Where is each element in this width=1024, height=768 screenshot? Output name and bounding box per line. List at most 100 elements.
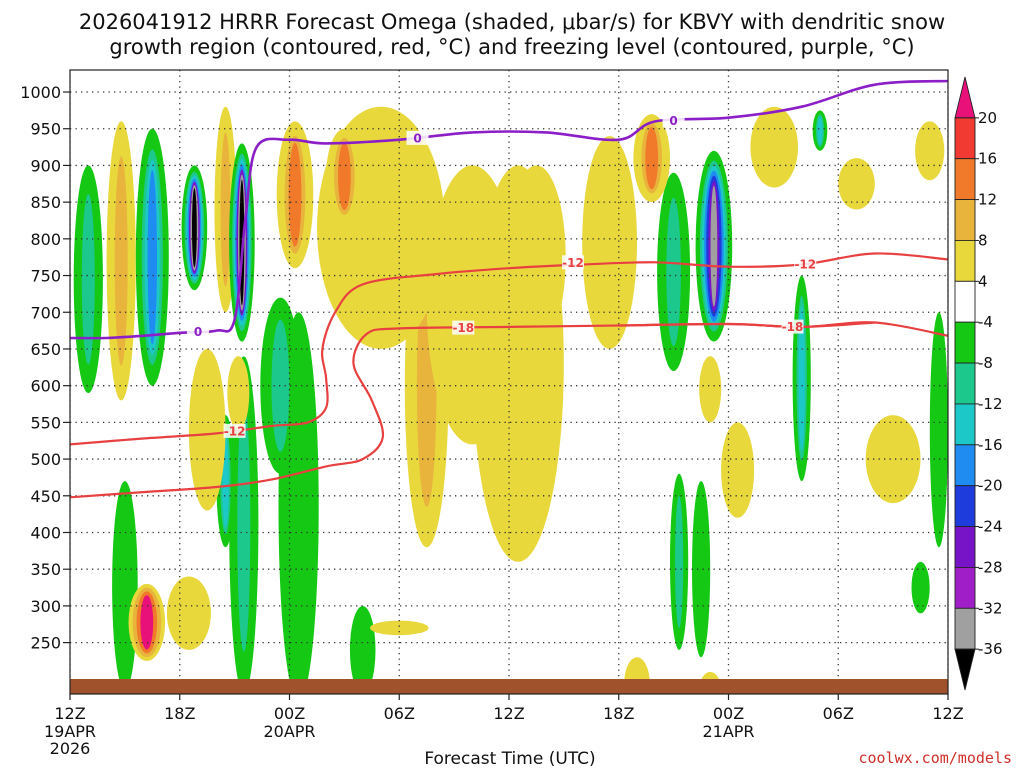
omega-cell-24-0 bbox=[582, 136, 637, 349]
colorbar-tick-label-8: -16 bbox=[978, 436, 1003, 454]
omega-cell-9-7 bbox=[192, 188, 197, 268]
omega-cell-31-7 bbox=[710, 185, 718, 307]
freezing-level-line-0 bbox=[70, 79, 948, 340]
x-tick-label-8: 12Z bbox=[932, 704, 963, 723]
y-tick-label-6: 550 bbox=[30, 413, 61, 432]
credit-text: coolwx.com/models bbox=[858, 749, 1012, 767]
y-tick-label-9: 700 bbox=[30, 303, 61, 322]
isotherm-label-bg-3 bbox=[562, 255, 584, 270]
colorbar-tick-label-10: -24 bbox=[978, 518, 1003, 536]
colorbar-tick-label-0: 20 bbox=[978, 109, 997, 127]
ground-surface bbox=[70, 679, 948, 694]
omega-cell-10-2 bbox=[220, 132, 231, 287]
colorbar-bin-1 bbox=[954, 117, 976, 160]
omega-cell-16-0 bbox=[370, 620, 429, 636]
colorbar-tick-label-13: -36 bbox=[978, 640, 1003, 658]
colorbar-bin-0 bbox=[954, 76, 976, 119]
y-tick-label-0: 250 bbox=[30, 634, 61, 653]
colorbar-bin-7 bbox=[954, 362, 976, 405]
y-tick-label-1: 300 bbox=[30, 597, 61, 616]
omega-cell-3-2 bbox=[237, 398, 251, 652]
omega-cell-14-2 bbox=[271, 319, 290, 452]
x-tick-label-1: 18Z bbox=[164, 704, 195, 723]
omega-cell-7-2 bbox=[114, 156, 128, 366]
omega-cell-33-3 bbox=[645, 127, 659, 190]
isotherm-label-4: -12 bbox=[794, 258, 816, 272]
colorbar-bin-2 bbox=[954, 158, 976, 201]
omega-cell-36-3 bbox=[817, 116, 823, 145]
omega-cell-21-3 bbox=[288, 142, 302, 247]
omega-cell-41-0 bbox=[915, 121, 945, 181]
chart-title-line1: 2026041912 HRRR Forecast Omega (shaded, … bbox=[79, 10, 945, 34]
x-tick-label-3: 06Z bbox=[384, 704, 415, 723]
omega-cell-35-3 bbox=[798, 305, 805, 451]
x-date-label-1-0: 20APR bbox=[263, 722, 315, 741]
colorbar-bin-11 bbox=[954, 526, 976, 568]
omega-cell-37-1 bbox=[845, 162, 868, 205]
colorbar-tick-label-12: -32 bbox=[978, 599, 1003, 617]
colorbar-bin-3 bbox=[954, 199, 976, 241]
y-tick-label-15: 1000 bbox=[20, 83, 61, 102]
freezing-level-label-bg-1 bbox=[406, 130, 429, 145]
isotherm-label-bg-4 bbox=[794, 257, 817, 271]
y-tick-label-5: 500 bbox=[30, 450, 61, 469]
omega-cell-12-0 bbox=[227, 356, 250, 430]
omega-cell-0-1 bbox=[117, 499, 133, 673]
omega-cell-27-2 bbox=[675, 495, 684, 628]
isotherm-label-bg-2 bbox=[781, 319, 804, 334]
colorbar-bin-4 bbox=[954, 240, 976, 282]
freezing-level-label-bg-2 bbox=[662, 113, 685, 128]
x-tick-label-0: 12Z bbox=[54, 704, 85, 723]
omega-cell-22-3 bbox=[338, 142, 351, 211]
isotherm-label-bg-1 bbox=[223, 423, 246, 438]
colorbar-tick-label-9: -20 bbox=[978, 477, 1003, 495]
omega-cell-29-1 bbox=[727, 430, 748, 510]
y-tick-label-10: 750 bbox=[30, 267, 61, 286]
colorbar-tick-label-1: 16 bbox=[978, 150, 997, 168]
isotherm-line-1 bbox=[70, 252, 948, 446]
omega-cell-8-4 bbox=[147, 170, 157, 345]
y-tick-label-3: 400 bbox=[30, 524, 61, 543]
isotherm-label-bg-0 bbox=[452, 320, 475, 335]
x-tick-label-4: 12Z bbox=[493, 704, 524, 723]
omega-cell-39-1 bbox=[915, 566, 927, 609]
colorbar-bin-13 bbox=[954, 607, 976, 650]
colorbar-tick-label-11: -28 bbox=[978, 558, 1003, 576]
y-tick-label-2: 350 bbox=[30, 560, 61, 579]
omega-cell-34-1 bbox=[759, 113, 789, 181]
x-date-label-0-1: 2026 bbox=[50, 739, 91, 758]
freezing-level-label-bg-0 bbox=[187, 324, 209, 339]
omega-cell-38-0 bbox=[865, 415, 921, 504]
temperature-contours: -18 -12 -18 -12 -12 0 0 0 bbox=[70, 79, 948, 499]
isotherm-label-3: -12 bbox=[562, 256, 584, 270]
colorbar-bin-9 bbox=[954, 444, 976, 487]
y-tick-label-11: 800 bbox=[30, 230, 61, 249]
x-axis: 12Z 18Z 00Z 06Z 12Z 18Z 00Z 06Z 12Z19APR202620AP… bbox=[44, 694, 964, 758]
colorbar-tick-label-3: 8 bbox=[978, 232, 988, 250]
colorbar-bin-14 bbox=[954, 648, 976, 691]
colorbar-bin-10 bbox=[954, 485, 976, 527]
chart-title-line2: growth region (contoured, red, °C) and f… bbox=[109, 35, 914, 59]
y-axis: 250 300 350 400 450 500 550 600 650 700 750 800 850 9… bbox=[20, 83, 70, 653]
omega-cell-15-1 bbox=[354, 613, 371, 687]
colorbar-tick-label-4: 4 bbox=[978, 272, 988, 290]
x-tick-label-2: 00Z bbox=[274, 704, 305, 723]
colorbar-tick-label-2: 12 bbox=[978, 191, 997, 209]
x-tick-label-6: 00Z bbox=[713, 704, 744, 723]
omega-shading bbox=[73, 106, 948, 694]
isotherm-label-1: -12 bbox=[224, 424, 246, 438]
freezing-level-label-2: 0 bbox=[669, 114, 677, 128]
isotherm-label-2: -18 bbox=[782, 320, 804, 334]
colorbar-bin-8 bbox=[954, 403, 976, 446]
omega-cell-2-0 bbox=[166, 576, 211, 650]
freezing-level-label-0: 0 bbox=[194, 325, 202, 339]
x-axis-label: Forecast Time (UTC) bbox=[424, 749, 595, 768]
colorbar-tick-label-5: -4 bbox=[978, 313, 993, 331]
isotherm-label-0: -18 bbox=[452, 321, 474, 335]
omega-cell-23-0 bbox=[507, 165, 566, 349]
colorbar: 20 16 12 8 4 -4 -8 -12 -16 -20 -24 -28 -32 -36 bbox=[954, 76, 1003, 691]
y-tick-label-13: 900 bbox=[30, 156, 61, 175]
y-tick-label-4: 450 bbox=[30, 487, 61, 506]
colorbar-bin-6 bbox=[954, 321, 976, 364]
y-tick-label-12: 850 bbox=[30, 193, 61, 212]
